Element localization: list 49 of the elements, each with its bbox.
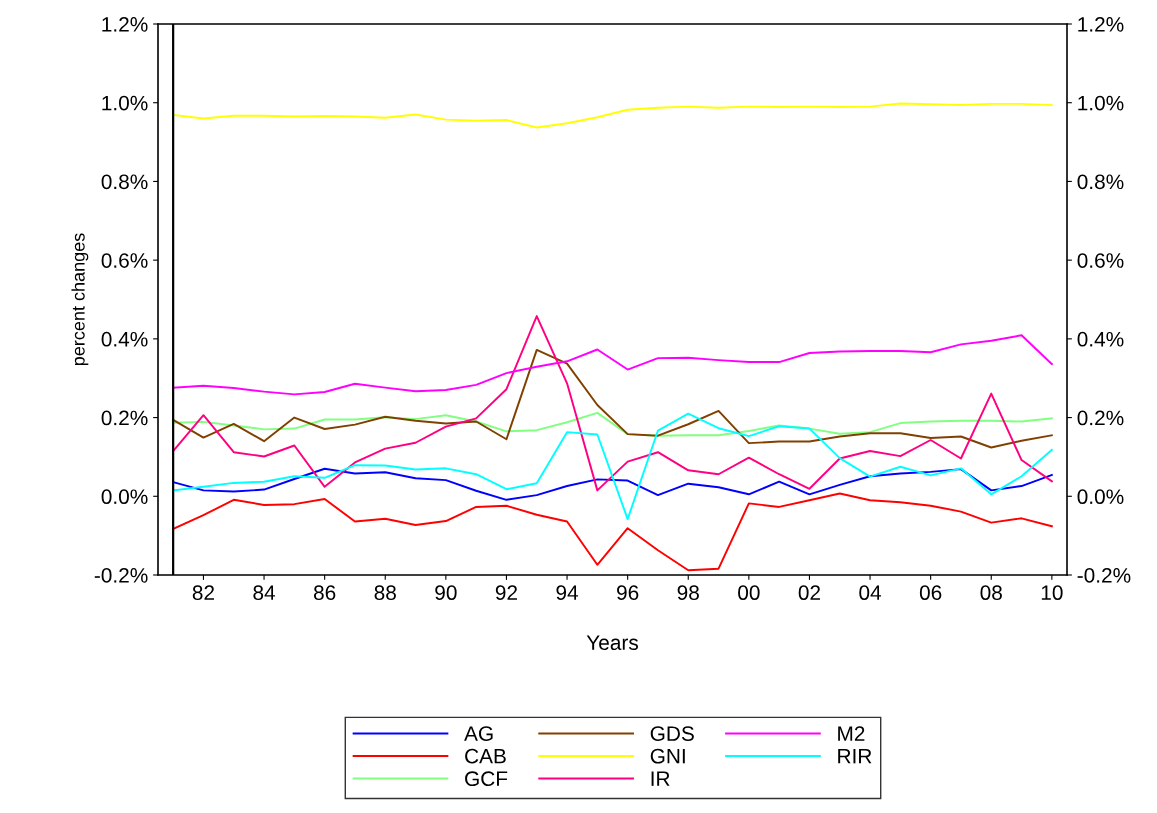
legend-label: AG [464,726,493,741]
y2-tick-label: 0.0% [1077,489,1124,505]
x-tick-label: 92 [495,585,517,601]
y2-tick-label: 0.6% [1077,253,1124,268]
y-tick-label: -0.2% [94,568,148,583]
y2-tick-label: 0.2% [1077,410,1124,426]
y-tick-label: 1.0% [102,95,148,111]
x-tick-label: 86 [313,585,336,601]
y-tick-label: 1.2% [102,17,148,32]
y-tick-label: 0.4% [101,331,148,347]
y2-tick-label: 1.2% [1078,17,1124,32]
x-tick-label: 10 [1041,585,1063,601]
line-series [172,315,1053,492]
x-tick-label: 98 [677,585,699,601]
legend-label: IR [651,771,670,786]
legend-label: CAB [465,748,506,764]
line-series [172,412,1053,521]
line-series [172,411,1053,437]
y2-tick-label: 1.0% [1078,95,1124,111]
x-tick-label: 06 [919,585,942,601]
legend-label: GCF [465,771,508,787]
legend-label: GDS [650,726,694,741]
y-tick-label: 0.2% [101,410,148,426]
line-series [172,334,1053,396]
line-series [172,467,1053,501]
x-tick-label: 82 [192,585,214,601]
x-tick-label: 02 [798,585,820,601]
x-tick-label: 84 [253,585,276,601]
y-axis-title: percent changes [71,233,89,366]
line-series [172,492,1053,572]
y-tick-label: 0.6% [101,253,148,268]
legend-label: M2 [838,726,865,741]
y-tick-label: 0.8% [101,174,148,190]
x-tick-label: 90 [435,585,457,601]
x-tick-label: 88 [374,585,396,601]
x-tick-label: 00 [738,585,760,601]
y2-tick-label: 0.8% [1077,174,1124,190]
x-tick-label: 94 [556,585,579,601]
y2-tick-label: 0.4% [1077,331,1124,347]
line-series [172,102,1053,129]
legend-label: RIR [838,748,872,764]
x-axis-title: Years [586,635,639,650]
x-tick-label: 08 [980,585,1002,601]
line-series [172,348,1053,449]
x-tick-label: 96 [617,585,639,601]
legend-label: GNI [650,748,685,764]
x-tick-label: 04 [859,585,882,601]
y-tick-label: 0.0% [101,489,148,505]
y2-tick-label: -0.2% [1077,568,1131,583]
